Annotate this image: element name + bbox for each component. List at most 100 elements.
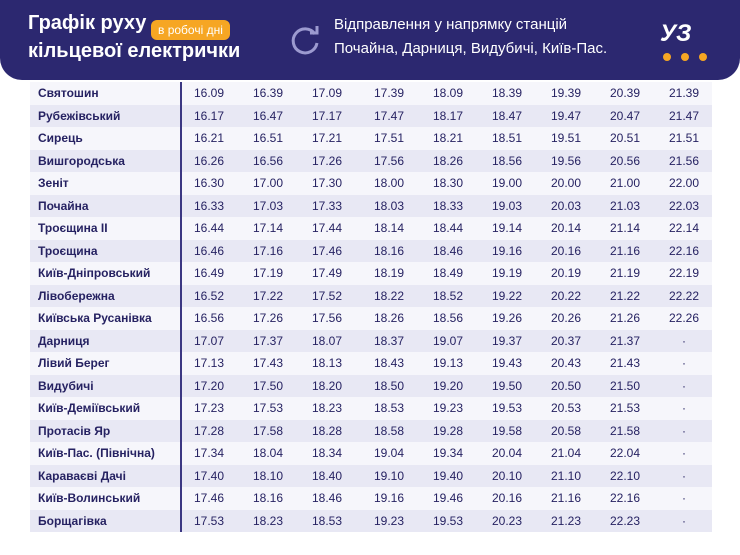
departure-time: 18.30	[432, 176, 464, 190]
departure-time: 20.26	[550, 311, 582, 325]
departure-time: 20.22	[550, 288, 582, 303]
departure-time: ·	[682, 423, 686, 438]
departure-time: 17.14	[252, 221, 284, 235]
title-line: кільцевої електрички	[28, 40, 241, 62]
station-name: Видубичі	[38, 378, 94, 393]
departure-time: 21.10	[550, 468, 582, 483]
departure-time: 19.34	[432, 446, 464, 460]
departure-time: 21.14	[609, 221, 641, 235]
departure-time: 17.46	[193, 491, 225, 505]
departure-time: 18.37	[373, 333, 405, 348]
departure-time: 18.53	[311, 513, 343, 528]
departure-time: 18.52	[432, 288, 464, 303]
departure-time: 17.51	[373, 131, 405, 145]
departure-time: 17.16	[252, 243, 284, 258]
station-name: Вишгородська	[38, 153, 125, 168]
departure-time: 20.39	[609, 86, 641, 100]
departure-time: ·	[682, 356, 686, 370]
departure-time: 17.17	[311, 108, 343, 123]
departure-time: 16.46	[193, 243, 225, 258]
departure-time: 18.17	[432, 108, 464, 123]
departure-time: 19.47	[550, 108, 582, 123]
departure-time: 20.04	[491, 446, 523, 460]
departure-time: 18.43	[373, 356, 405, 370]
departure-time: 16.09	[193, 86, 225, 100]
departure-time: 17.47	[373, 108, 405, 123]
row-stripe	[30, 262, 712, 285]
row-stripe	[30, 307, 712, 330]
row-stripe	[30, 419, 712, 442]
departure-time: 22.14	[668, 221, 700, 235]
departure-time: 18.28	[311, 423, 343, 438]
departure-time: 19.53	[432, 513, 464, 528]
departure-time: 17.37	[252, 333, 284, 348]
departure-time: 18.56	[491, 153, 523, 168]
departure-time: 16.39	[252, 86, 284, 100]
row-stripe	[30, 82, 712, 105]
station-name: Дарниця	[38, 333, 90, 348]
departure-time: 22.00	[668, 176, 700, 190]
row-stripe	[30, 352, 712, 375]
station-name: Київ-Деміївський	[38, 401, 141, 415]
departure-time: 17.09	[311, 86, 343, 100]
departure-time: 19.16	[373, 491, 405, 505]
departure-time: 18.21	[432, 131, 464, 145]
departure-time: 21.58	[609, 423, 641, 438]
departure-time: 18.26	[373, 311, 405, 325]
departure-time: 16.33	[193, 198, 225, 213]
departure-time: 18.03	[373, 198, 405, 213]
departure-time: 18.56	[432, 311, 464, 325]
departure-time: 19.10	[373, 468, 405, 483]
departure-time: 19.53	[491, 401, 523, 415]
departure-time: 18.26	[432, 153, 464, 168]
departure-time: 22.10	[609, 468, 641, 483]
departure-time: 17.00	[252, 176, 284, 190]
row-stripe	[30, 464, 712, 487]
station-name: Протасів Яр	[38, 423, 111, 438]
departure-time: 19.58	[491, 423, 523, 438]
departure-time: 20.51	[609, 131, 641, 145]
departure-time: 19.28	[432, 423, 464, 438]
subtitle-line: Відправлення у напрямку станцій	[334, 16, 568, 33]
departure-time: 18.04	[252, 446, 284, 460]
departure-time: 22.23	[609, 513, 641, 528]
departure-time: 18.39	[491, 86, 523, 100]
station-name: Лівобережна	[38, 288, 115, 303]
row-stripe	[30, 442, 712, 465]
departure-time: 19.03	[491, 198, 523, 213]
row-stripe	[30, 397, 712, 420]
departure-time: 17.44	[311, 221, 343, 235]
departure-time: 18.10	[252, 468, 284, 483]
departure-time: 16.56	[252, 153, 284, 168]
departure-time: 19.13	[432, 356, 464, 370]
departure-time: 16.30	[193, 176, 225, 190]
departure-time: 19.51	[550, 131, 582, 145]
row-stripe	[30, 239, 712, 262]
station-name: Київ-Пас. (Північна)	[38, 446, 155, 460]
station-name: Почайна	[38, 198, 89, 213]
departure-time: 16.49	[193, 266, 225, 280]
row-stripe	[30, 104, 712, 127]
station-name: Київ-Дніпровський	[38, 266, 151, 280]
departure-time: 17.43	[252, 356, 284, 370]
departure-time: 20.10	[491, 468, 523, 483]
refresh-icon	[291, 26, 319, 55]
station-name: Троєщина	[38, 243, 98, 258]
departure-time: 21.00	[609, 176, 641, 190]
row-stripe	[30, 172, 712, 195]
departure-time: 20.16	[491, 491, 523, 505]
departure-time: ·	[682, 446, 686, 460]
departure-time: 22.19	[668, 266, 700, 280]
departure-time: 17.28	[193, 423, 225, 438]
departure-time: 19.43	[491, 356, 523, 370]
departure-time: 17.07	[193, 333, 225, 348]
departure-time: 19.22	[491, 288, 523, 303]
departure-time: 18.53	[373, 401, 405, 415]
station-name: Зеніт	[38, 176, 69, 190]
departure-time: 17.26	[311, 153, 343, 168]
departure-time: 21.37	[609, 333, 641, 348]
logo: УЗ	[660, 20, 692, 47]
departure-time: 17.33	[311, 198, 343, 213]
departure-time: 21.50	[609, 378, 641, 393]
